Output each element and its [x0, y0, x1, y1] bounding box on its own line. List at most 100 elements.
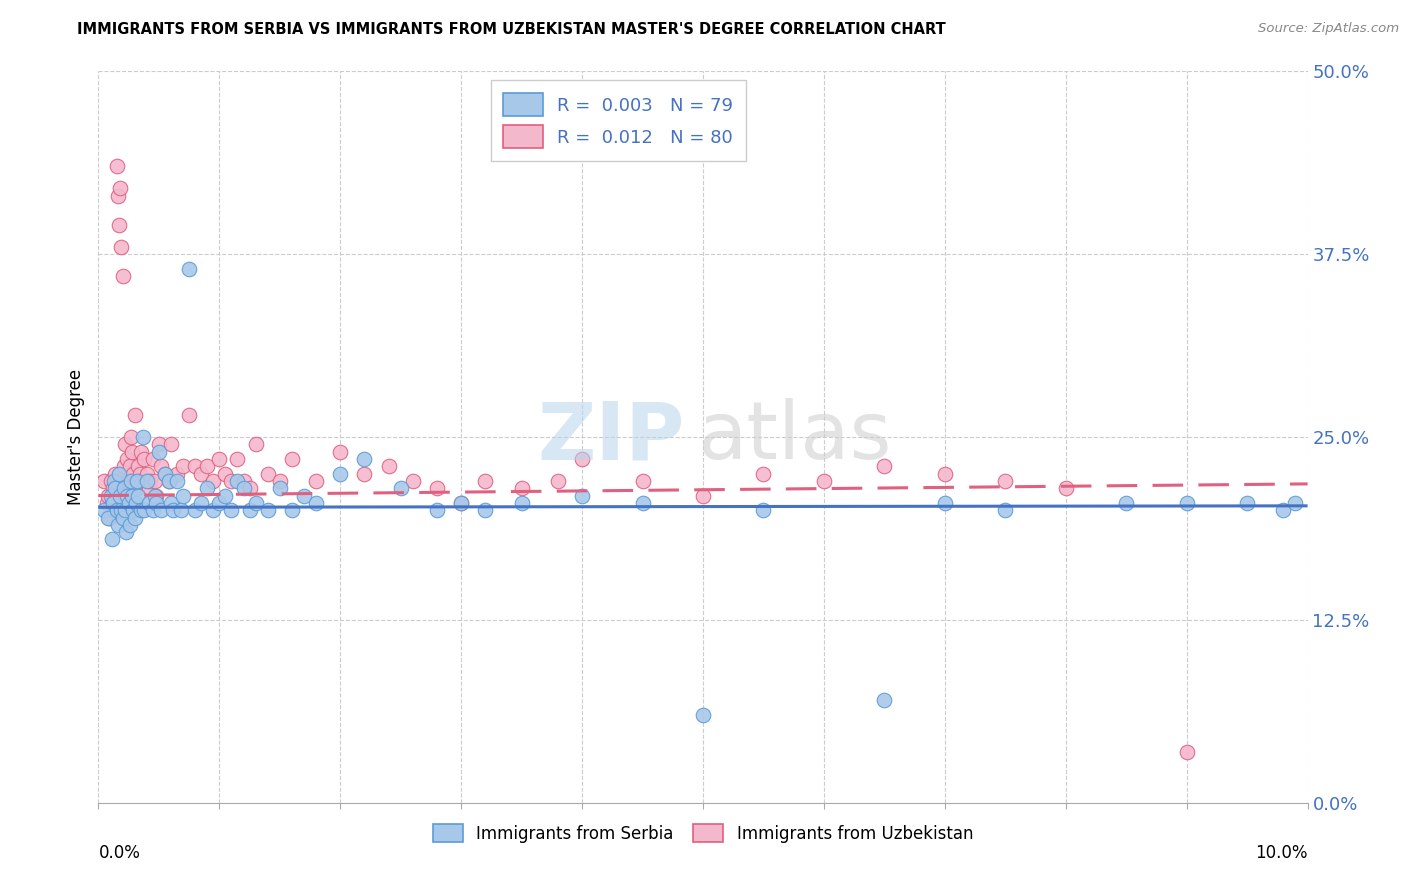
Point: [269, 481, 291, 495]
Point: [118, 459, 141, 474]
Point: [108, 467, 131, 481]
Point: [994, 503, 1017, 517]
Point: [138, 496, 160, 510]
Point: [208, 452, 231, 467]
Y-axis label: Master's Degree: Master's Degree: [66, 369, 84, 505]
Point: [114, 503, 136, 517]
Point: [934, 467, 956, 481]
Point: [232, 474, 254, 488]
Point: [107, 188, 129, 202]
Point: [232, 481, 254, 495]
Point: [214, 489, 236, 503]
Point: [132, 430, 155, 444]
Point: [1115, 496, 1137, 510]
Point: [148, 437, 170, 451]
Point: [292, 489, 315, 503]
Text: Source: ZipAtlas.com: Source: ZipAtlas.com: [1258, 22, 1399, 36]
Point: [190, 496, 212, 510]
Point: [377, 459, 399, 474]
Point: [124, 408, 146, 422]
Point: [162, 503, 184, 517]
Legend: Immigrants from Serbia, Immigrants from Uzbekistan: Immigrants from Serbia, Immigrants from …: [426, 817, 980, 849]
Point: [245, 437, 267, 451]
Point: [145, 496, 167, 510]
Point: [142, 503, 165, 517]
Point: [100, 496, 122, 510]
Point: [450, 496, 472, 510]
Text: atlas: atlas: [697, 398, 891, 476]
Point: [160, 496, 183, 510]
Point: [131, 474, 153, 488]
Point: [752, 467, 775, 481]
Point: [118, 496, 141, 510]
Point: [353, 467, 375, 481]
Point: [98, 510, 121, 524]
Point: [150, 459, 173, 474]
Point: [127, 474, 149, 488]
Point: [157, 474, 180, 488]
Point: [1236, 496, 1258, 510]
Text: 0.0%: 0.0%: [98, 845, 141, 863]
Point: [138, 481, 160, 495]
Point: [129, 503, 152, 517]
Point: [934, 496, 956, 510]
Point: [184, 503, 207, 517]
Point: [571, 489, 593, 503]
Point: [160, 437, 183, 451]
Point: [994, 474, 1017, 488]
Point: [143, 474, 166, 488]
Point: [281, 503, 304, 517]
Point: [135, 474, 157, 488]
Point: [172, 489, 194, 503]
Point: [256, 467, 278, 481]
Point: [104, 481, 127, 495]
Point: [110, 503, 132, 517]
Point: [329, 444, 352, 458]
Point: [166, 474, 188, 488]
Point: [150, 503, 173, 517]
Point: [104, 467, 127, 481]
Point: [813, 474, 835, 488]
Point: [117, 452, 139, 467]
Point: [474, 474, 496, 488]
Text: IMMIGRANTS FROM SERBIA VS IMMIGRANTS FROM UZBEKISTAN MASTER'S DEGREE CORRELATION: IMMIGRANTS FROM SERBIA VS IMMIGRANTS FRO…: [77, 22, 946, 37]
Point: [692, 489, 714, 503]
Point: [101, 481, 124, 495]
Point: [110, 240, 132, 254]
Point: [172, 459, 194, 474]
Point: [143, 489, 166, 503]
Point: [195, 459, 218, 474]
Point: [202, 474, 225, 488]
Point: [389, 481, 412, 495]
Point: [226, 474, 249, 488]
Point: [153, 467, 176, 481]
Point: [221, 474, 243, 488]
Point: [239, 481, 262, 495]
Point: [179, 261, 201, 276]
Point: [305, 496, 328, 510]
Point: [97, 510, 120, 524]
Point: [245, 496, 267, 510]
Point: [121, 444, 143, 458]
Text: 10.0%: 10.0%: [1256, 845, 1308, 863]
Point: [118, 517, 141, 532]
Point: [1175, 496, 1198, 510]
Point: [120, 430, 142, 444]
Point: [221, 503, 243, 517]
Point: [108, 489, 131, 503]
Point: [117, 489, 139, 503]
Point: [111, 269, 134, 284]
Point: [631, 496, 654, 510]
Point: [100, 474, 122, 488]
Point: [122, 467, 145, 481]
Point: [873, 693, 896, 707]
Point: [1284, 496, 1306, 510]
Point: [179, 408, 201, 422]
Point: [195, 481, 218, 495]
Point: [547, 474, 569, 488]
Point: [692, 708, 714, 723]
Point: [142, 452, 165, 467]
Point: [111, 510, 134, 524]
Point: [1175, 745, 1198, 759]
Point: [129, 444, 152, 458]
